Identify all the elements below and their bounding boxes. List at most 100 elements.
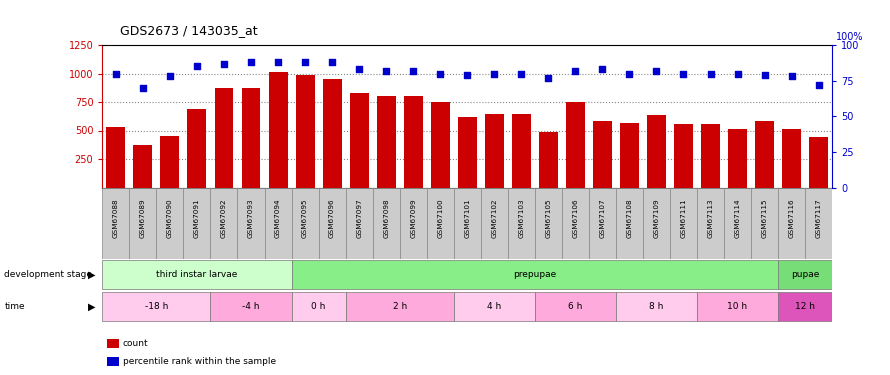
Text: -4 h: -4 h [242, 302, 260, 311]
Point [433, 70, 448, 76]
Bar [724, 188, 751, 259]
Bar [485, 114, 504, 188]
Bar [616, 292, 697, 321]
Bar [538, 132, 558, 188]
Point [406, 68, 420, 74]
Point [731, 70, 745, 76]
Text: third instar larvae: third instar larvae [157, 270, 238, 279]
Point [487, 70, 501, 76]
Bar [238, 188, 264, 259]
Text: GSM67097: GSM67097 [356, 198, 362, 238]
Bar [782, 129, 801, 188]
Text: GSM67088: GSM67088 [113, 198, 119, 238]
Point [676, 70, 691, 76]
Bar [431, 102, 449, 188]
Point [568, 68, 582, 74]
Bar [697, 188, 724, 259]
Text: GSM67106: GSM67106 [572, 198, 578, 238]
Bar [373, 188, 400, 259]
Point [190, 63, 204, 69]
Point [541, 75, 555, 81]
Text: pupae: pupae [791, 270, 820, 279]
Bar [323, 79, 342, 188]
Point [325, 59, 339, 65]
Text: GSM67089: GSM67089 [140, 198, 146, 238]
Bar [697, 292, 778, 321]
Bar [593, 122, 611, 188]
Bar [210, 292, 292, 321]
Point [352, 66, 367, 72]
Point [703, 70, 717, 76]
Bar [134, 146, 152, 188]
Bar [457, 117, 477, 188]
Point [271, 59, 285, 65]
Text: GSM67090: GSM67090 [167, 198, 173, 238]
Bar [643, 188, 670, 259]
Bar [535, 188, 562, 259]
Point [109, 70, 123, 76]
Bar [269, 72, 287, 188]
Text: GSM67100: GSM67100 [437, 198, 443, 238]
Bar [535, 292, 616, 321]
Text: -18 h: -18 h [145, 302, 168, 311]
Bar [778, 292, 832, 321]
Bar [454, 292, 535, 321]
Bar [129, 188, 157, 259]
Point [514, 70, 529, 76]
Bar [701, 124, 720, 188]
Point [217, 60, 231, 66]
Bar [620, 123, 639, 188]
Point [784, 74, 798, 80]
Bar [292, 260, 778, 289]
Text: GSM67102: GSM67102 [491, 198, 498, 238]
Text: GSM67117: GSM67117 [815, 198, 821, 238]
Bar [647, 114, 666, 188]
Point [460, 72, 474, 78]
Bar [107, 127, 125, 188]
Text: GSM67111: GSM67111 [681, 198, 686, 238]
Bar [157, 188, 183, 259]
Bar [210, 188, 238, 259]
Text: time: time [4, 302, 25, 311]
Text: GSM67095: GSM67095 [302, 198, 308, 238]
Text: ▶: ▶ [88, 270, 95, 280]
Bar [670, 188, 697, 259]
Text: GSM67105: GSM67105 [546, 198, 551, 238]
Bar [183, 188, 210, 259]
Text: percentile rank within the sample: percentile rank within the sample [123, 357, 276, 366]
Text: GSM67114: GSM67114 [734, 198, 740, 238]
Bar [426, 188, 454, 259]
Bar [345, 188, 373, 259]
Bar [809, 137, 828, 188]
Bar [508, 188, 535, 259]
Bar [728, 129, 747, 188]
Text: GSM67096: GSM67096 [329, 198, 336, 238]
Bar [102, 188, 129, 259]
Text: development stage: development stage [4, 270, 93, 279]
Text: GSM67103: GSM67103 [518, 198, 524, 238]
Text: prepupae: prepupae [514, 270, 556, 279]
Bar [512, 114, 530, 188]
Bar [454, 188, 481, 259]
Bar [102, 292, 210, 321]
Bar [188, 109, 206, 188]
Text: GSM67092: GSM67092 [221, 198, 227, 238]
Bar [160, 136, 180, 188]
Point [298, 59, 312, 65]
Bar [404, 96, 423, 188]
Text: ▶: ▶ [88, 302, 95, 312]
Bar [778, 260, 832, 289]
Text: 10 h: 10 h [727, 302, 748, 311]
Bar [264, 188, 292, 259]
Bar [562, 188, 589, 259]
Bar [241, 88, 261, 188]
Bar [755, 121, 774, 188]
Bar [805, 188, 832, 259]
Bar [350, 93, 368, 188]
Bar [295, 75, 314, 188]
Point [650, 68, 664, 74]
Bar [589, 188, 616, 259]
Text: GSM67094: GSM67094 [275, 198, 281, 238]
Text: 2 h: 2 h [392, 302, 407, 311]
Point [757, 72, 772, 78]
